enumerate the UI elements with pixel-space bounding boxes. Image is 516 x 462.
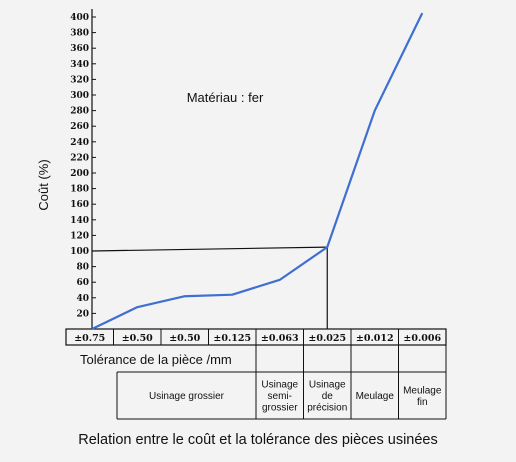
process-label: fin bbox=[417, 397, 428, 408]
y-tick-label: 260 bbox=[70, 122, 89, 132]
x-axis-label: Tolérance de la pièce /mm bbox=[80, 352, 232, 367]
y-tick-label: 180 bbox=[70, 185, 89, 195]
process-label: Usinage bbox=[309, 380, 346, 391]
process-label: de bbox=[322, 391, 334, 402]
reference-horizontal-line bbox=[91, 246, 328, 252]
y-tick-label: 320 bbox=[70, 75, 89, 85]
chart-title: Relation entre le coût et la tolérance d… bbox=[78, 432, 438, 448]
y-tick-label: 20 bbox=[76, 309, 89, 319]
process-label: précision bbox=[307, 403, 347, 414]
y-tick-label: 400 bbox=[70, 13, 89, 23]
process-label: grossier bbox=[262, 403, 298, 414]
process-label: Meulage bbox=[356, 391, 395, 402]
y-tick-label: 280 bbox=[70, 107, 89, 117]
y-tick-label: 340 bbox=[70, 60, 89, 70]
x-tick-label: ±0.125 bbox=[213, 333, 251, 344]
process-label: Usinage bbox=[261, 380, 298, 391]
y-tick-label: 220 bbox=[70, 153, 89, 163]
process-label: Usinage grossier bbox=[149, 391, 225, 402]
y-tick-label: 120 bbox=[70, 231, 89, 241]
x-tick-label: ±0.012 bbox=[356, 333, 394, 344]
y-tick-label: 240 bbox=[70, 138, 89, 148]
y-tick-label: 100 bbox=[70, 247, 89, 257]
y-tick-label: 160 bbox=[70, 200, 89, 210]
x-tick-label: ±0.50 bbox=[169, 333, 200, 344]
x-tick-label: ±0.025 bbox=[308, 333, 346, 344]
y-tick-label: 300 bbox=[70, 91, 89, 101]
y-axis-label: Coût (%) bbox=[36, 159, 51, 210]
cost-series-line bbox=[91, 12, 424, 330]
y-tick-label: 80 bbox=[76, 263, 89, 273]
process-label: semi- bbox=[268, 391, 292, 402]
material-annotation: Matériau : fer bbox=[187, 90, 264, 105]
x-tick-label: ±0.50 bbox=[122, 333, 153, 344]
process-label: Meulage bbox=[403, 385, 442, 396]
y-tick-label: 140 bbox=[70, 216, 89, 226]
y-tick-label: 60 bbox=[76, 278, 89, 288]
y-tick-label: 360 bbox=[70, 44, 89, 54]
y-tick-label: 200 bbox=[70, 169, 89, 179]
x-tick-label: ±0.006 bbox=[403, 333, 441, 344]
y-tick-label: 380 bbox=[70, 29, 89, 39]
y-tick-label: 40 bbox=[76, 294, 89, 304]
x-tick-label: ±0.75 bbox=[74, 333, 105, 344]
x-tick-label: ±0.063 bbox=[261, 333, 299, 344]
